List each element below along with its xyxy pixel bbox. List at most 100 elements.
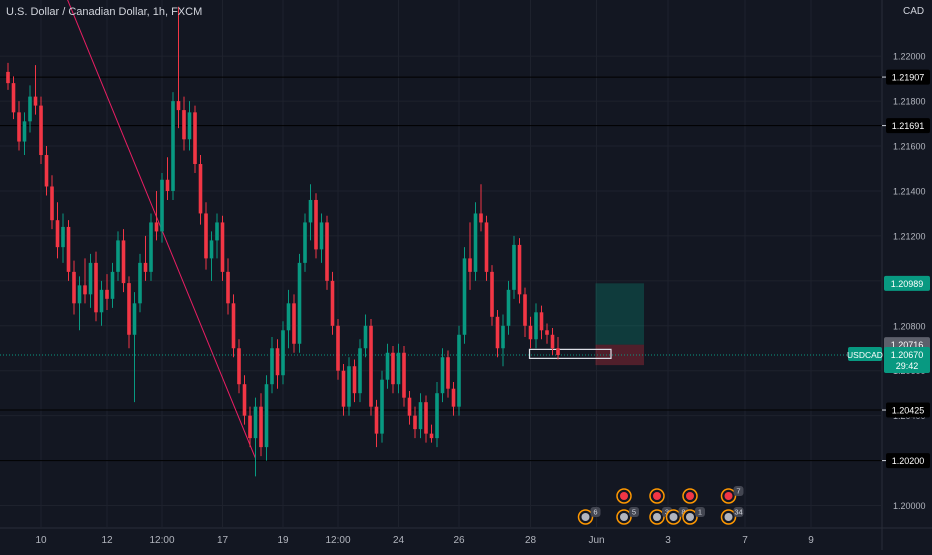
- time-tick-label: 12:00: [325, 535, 350, 546]
- event-flag-icon: [724, 492, 733, 500]
- time-tick-label: 26: [453, 535, 465, 546]
- price-tick-label: 1.21800: [893, 97, 926, 107]
- price-level-label: 1.20425: [892, 406, 925, 416]
- price-label-badge: [884, 275, 930, 291]
- candle-body: [314, 199, 318, 250]
- countdown-label: 29:42: [896, 361, 919, 371]
- candle-body: [281, 330, 285, 376]
- candle-body: [209, 240, 214, 259]
- candle-body: [193, 112, 197, 165]
- candle-body: [253, 406, 258, 439]
- time-tick-label: Jun: [588, 535, 604, 546]
- candle-body: [490, 271, 494, 317]
- candle-body: [72, 271, 76, 304]
- price-tick-label: 1.22000: [893, 52, 926, 62]
- event-flag-icon: [581, 513, 590, 521]
- candle-body: [556, 348, 560, 355]
- candle-body: [264, 384, 269, 448]
- price-label-text: 1.20989: [891, 279, 924, 289]
- price-tick-label: 1.21200: [893, 231, 926, 241]
- candle-body: [77, 285, 82, 304]
- price-level-badge: [886, 453, 930, 469]
- candle-body: [396, 352, 401, 385]
- candle-body: [330, 280, 335, 326]
- candle-body: [121, 240, 126, 284]
- candle-body: [88, 262, 93, 295]
- candle-body: [132, 303, 137, 335]
- time-tick-label: 7: [742, 535, 748, 546]
- candle-body: [259, 406, 263, 448]
- candle-body: [22, 121, 27, 142]
- candle-body: [501, 325, 505, 349]
- candle-body: [473, 213, 478, 272]
- candle-body: [534, 312, 538, 340]
- candle-body: [99, 289, 104, 313]
- time-tick-label: 9: [808, 535, 814, 546]
- candle-body: [226, 271, 230, 304]
- event-flag-icon: [620, 513, 628, 521]
- event-count-badge: [733, 486, 744, 496]
- candle-body: [402, 352, 406, 398]
- price-level-badge: [886, 69, 930, 85]
- candle-body: [275, 348, 280, 376]
- candle-body: [369, 325, 373, 407]
- candle-body: [303, 222, 307, 263]
- candle-body: [468, 258, 472, 272]
- candle-body: [187, 112, 192, 140]
- candle-body: [523, 294, 527, 326]
- candle-body: [94, 262, 98, 313]
- candle-body: [435, 393, 439, 439]
- candle-body: [143, 262, 148, 272]
- event-count-label: 7: [736, 487, 740, 496]
- candle-body: [424, 402, 428, 434]
- candle-body: [347, 366, 351, 407]
- candle-body: [242, 384, 247, 416]
- candle-body: [495, 316, 500, 349]
- candle-body: [479, 213, 483, 223]
- currency-label[interactable]: CAD: [903, 6, 925, 17]
- candle-body: [182, 110, 186, 140]
- price-label-text: 1.20716: [891, 340, 924, 350]
- current-price-label: 1.20670: [891, 350, 924, 360]
- candle-body: [154, 222, 159, 232]
- candle-body: [110, 271, 115, 299]
- candle-body: [550, 334, 555, 349]
- candle-body: [462, 258, 467, 335]
- price-level-badge: [886, 402, 930, 418]
- candle-body: [6, 71, 10, 84]
- time-tick-label: 10: [35, 535, 47, 546]
- time-tick-label: 19: [277, 535, 289, 546]
- candle-body: [413, 415, 417, 430]
- event-flag-icon: [669, 513, 678, 521]
- candle-body: [429, 433, 434, 439]
- price-tick-label: 1.20800: [893, 321, 926, 331]
- candle-body: [50, 186, 54, 221]
- candle-body: [545, 330, 549, 335]
- price-level-label: 1.21907: [892, 73, 925, 83]
- time-tick-label: 17: [217, 535, 229, 546]
- profit-zone: [595, 283, 644, 345]
- candle-body: [451, 388, 456, 407]
- time-tick-label: 24: [393, 535, 405, 546]
- candle-body: [341, 370, 346, 407]
- candle-body: [215, 222, 219, 241]
- candle-body: [55, 220, 60, 248]
- price-level-badge: [886, 118, 930, 134]
- economic-events: 6 5 3 8 1 7 34: [577, 486, 744, 525]
- event-count-label: 5: [632, 508, 636, 517]
- current-price-badge: [884, 346, 930, 373]
- event-flag-icon: [686, 513, 694, 521]
- candle-body: [248, 415, 252, 439]
- candle-body: [352, 366, 357, 394]
- time-tick-label: 28: [525, 535, 537, 546]
- time-tick-label: 3: [665, 535, 671, 546]
- candle-body: [165, 179, 170, 191]
- candle-body: [28, 96, 32, 122]
- candle-body: [270, 348, 274, 385]
- candle-body: [484, 222, 489, 272]
- candle-body: [149, 222, 153, 272]
- candle-body: [160, 179, 164, 232]
- candle-body: [528, 325, 533, 340]
